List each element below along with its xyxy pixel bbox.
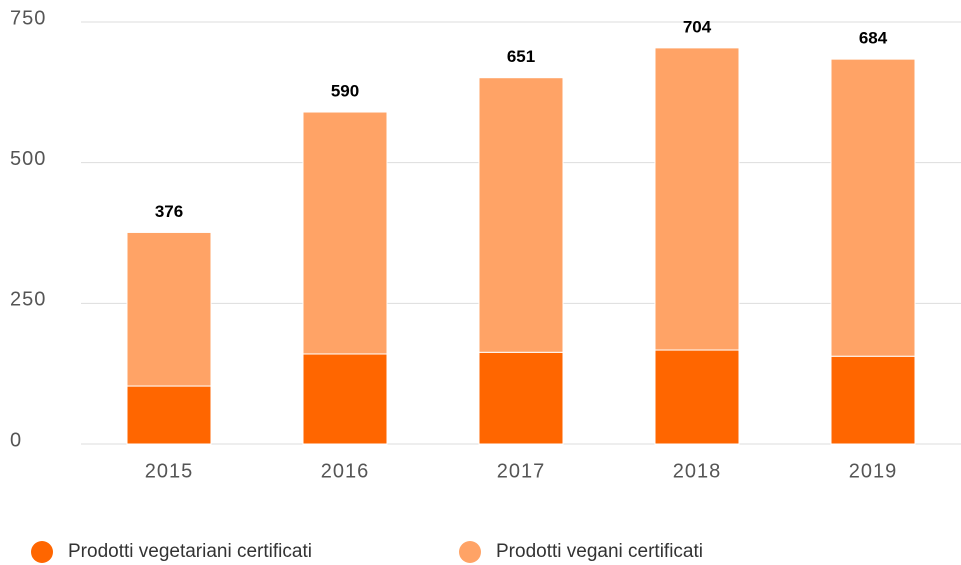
bar-segment [830, 355, 916, 445]
total-label: 651 [507, 47, 535, 66]
legend-label: Prodotti vegetariani certificati [68, 541, 312, 562]
bar-segment [654, 349, 740, 445]
x-tick-label: 2015 [145, 460, 194, 482]
total-label: 590 [331, 82, 359, 101]
x-tick-label: 2018 [673, 460, 722, 482]
total-label: 704 [683, 17, 712, 36]
legend-marker [31, 541, 53, 563]
bar-segment [478, 77, 564, 353]
y-tick-label: 0 [10, 429, 22, 451]
y-tick-label: 250 [10, 289, 46, 311]
x-tick-label: 2017 [497, 460, 546, 482]
bar-segment [478, 351, 564, 445]
bar-segment [654, 47, 740, 351]
bar-segment [126, 385, 212, 445]
legend-label: Prodotti vegani certificati [496, 541, 703, 562]
bar-segment [126, 231, 212, 387]
y-tick-label: 500 [10, 148, 46, 170]
legend-marker [459, 541, 481, 563]
bar-segment [302, 353, 388, 445]
total-label: 376 [155, 202, 183, 221]
x-tick-label: 2016 [321, 460, 370, 482]
bar-segment [302, 111, 388, 355]
x-tick-label: 2019 [849, 460, 898, 482]
y-tick-label: 750 [10, 7, 46, 29]
total-label: 684 [859, 29, 888, 48]
bar-segment [830, 58, 916, 357]
